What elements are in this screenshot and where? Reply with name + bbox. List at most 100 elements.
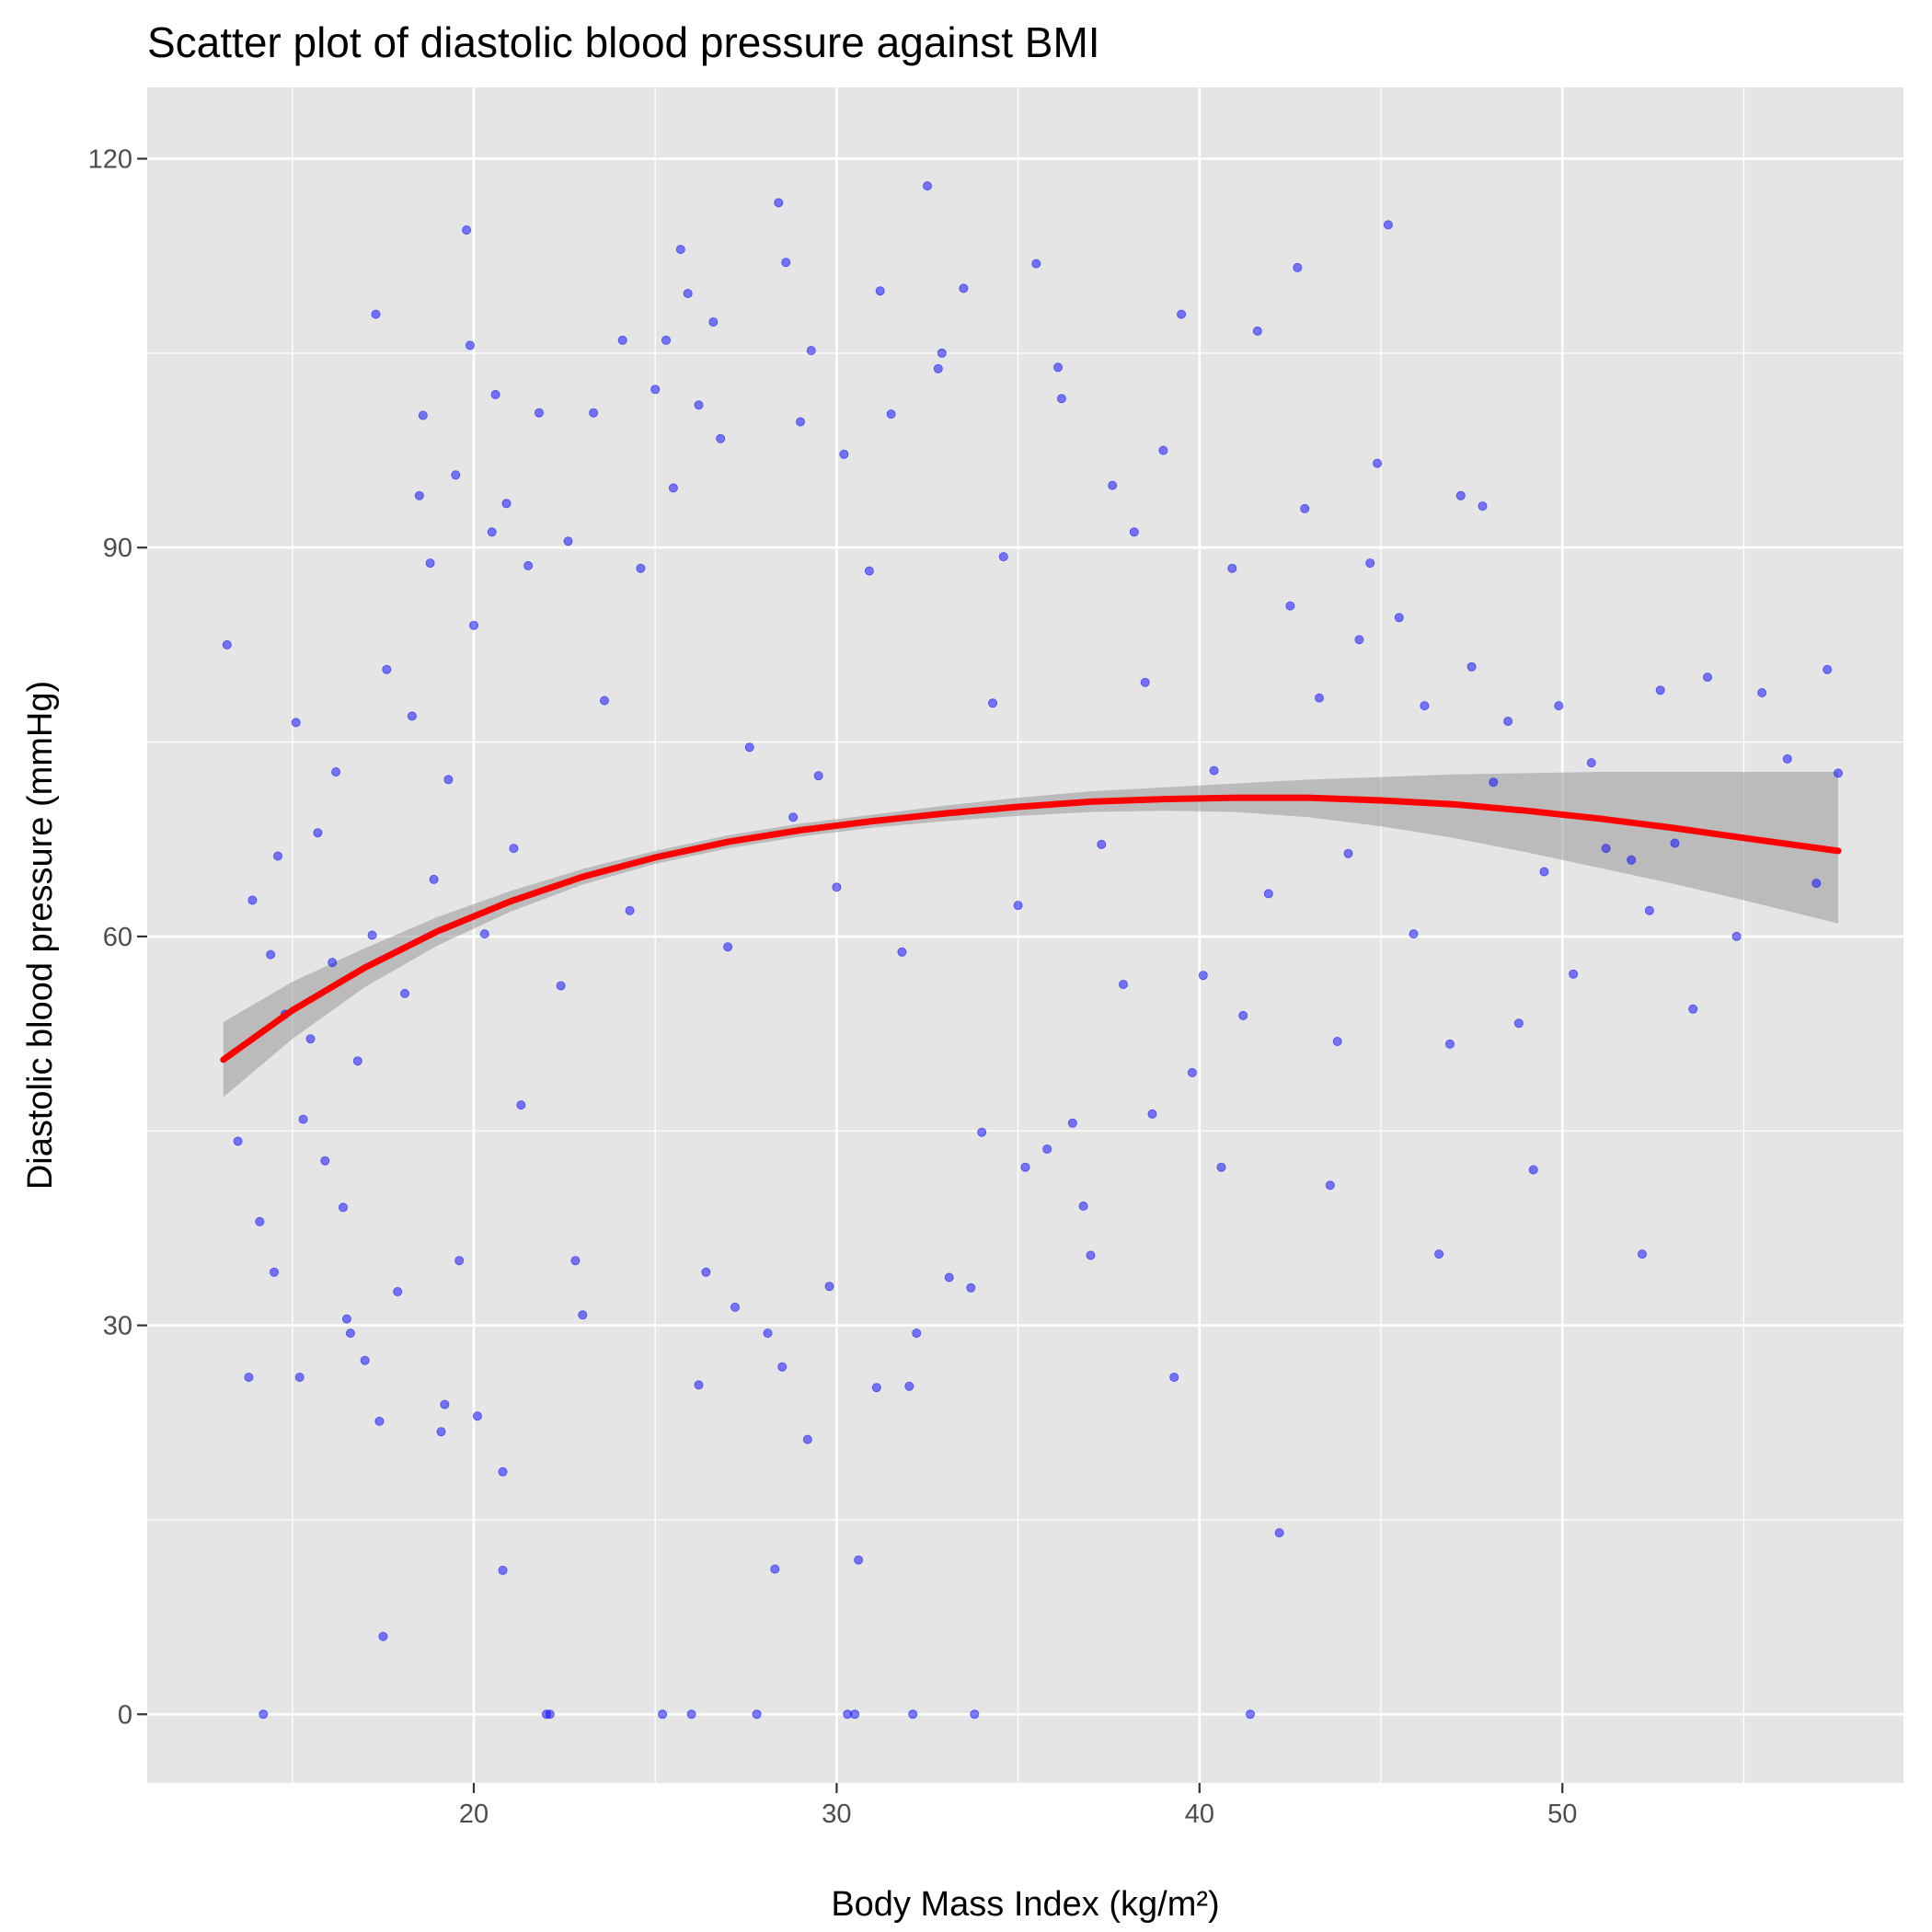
scatter-point	[472, 1411, 482, 1421]
scatter-point	[824, 1282, 834, 1292]
scatter-point	[796, 417, 806, 427]
scatter-point	[1129, 527, 1139, 537]
scatter-point	[429, 874, 439, 884]
scatter-point	[1601, 844, 1611, 854]
scatter-point	[1177, 309, 1187, 319]
scatter-point	[1293, 262, 1303, 272]
minor-grid	[147, 87, 1903, 1783]
scatter-point	[1053, 362, 1064, 373]
scatter-point	[1119, 980, 1129, 990]
scatter-point	[313, 828, 323, 838]
scatter-point	[1466, 661, 1477, 672]
scatter-point	[291, 718, 301, 728]
scatter-point	[535, 408, 545, 418]
scatter-point	[222, 639, 232, 650]
scatter-point	[269, 1267, 279, 1277]
scatter-point	[374, 1416, 385, 1426]
scatter-point	[1834, 768, 1844, 778]
scatter-point	[233, 1136, 243, 1146]
scatter-point	[1285, 601, 1295, 611]
scatter-point	[509, 844, 519, 854]
scatter-point	[556, 981, 566, 991]
scatter-point	[944, 1272, 954, 1282]
scatter-point	[1489, 777, 1499, 788]
scatter-point	[259, 1709, 269, 1719]
scatter-point	[425, 558, 435, 569]
scatter-point	[1252, 326, 1262, 336]
scatter-point	[933, 363, 943, 374]
scatter-point	[1569, 969, 1579, 979]
scatter-point	[1688, 1004, 1698, 1014]
scatter-point	[600, 696, 610, 706]
scatter-point	[1067, 1118, 1077, 1128]
scatter-point	[272, 851, 282, 861]
scatter-point	[1409, 929, 1419, 939]
scatter-point	[1434, 1249, 1444, 1259]
scatter-point	[770, 1564, 780, 1574]
scatter-point	[1373, 458, 1383, 468]
scatter-points	[222, 181, 1844, 1719]
scatter-point	[839, 449, 849, 459]
x-tick-label: 30	[822, 1800, 851, 1829]
x-axis-title: Body Mass Index (kg/m²)	[831, 1885, 1219, 1924]
scatter-point	[367, 930, 377, 940]
scatter-point	[1586, 758, 1596, 768]
scatter-point	[462, 224, 472, 235]
scatter-point	[912, 1328, 922, 1339]
scatter-point	[468, 620, 478, 630]
scatter-point	[320, 1156, 330, 1166]
y-axis: 0 30 60 90 120	[88, 144, 147, 1730]
x-axis: 20 30 40 50	[459, 1783, 1577, 1829]
scatter-point	[694, 400, 704, 410]
scatter-point	[1042, 1144, 1052, 1155]
scatter-point	[1325, 1180, 1335, 1190]
scatter-point	[490, 389, 500, 399]
scatter-point	[360, 1355, 370, 1365]
y-tick-label: 90	[103, 534, 132, 563]
scatter-point	[378, 1631, 388, 1641]
scatter-point	[1394, 613, 1404, 623]
scatter-point	[701, 1267, 711, 1277]
scatter-point	[1332, 1037, 1342, 1047]
scatter-point	[1731, 931, 1742, 941]
scatter-point	[1108, 480, 1118, 490]
scatter-point	[904, 1381, 914, 1391]
scatter-point	[675, 245, 685, 255]
scatter-point	[1782, 753, 1792, 764]
scatter-point	[777, 1362, 788, 1372]
scatter-point	[563, 536, 573, 546]
scatter-point	[658, 1709, 668, 1719]
smooth-trend-line	[220, 794, 1842, 1064]
scatter-point	[341, 1314, 351, 1324]
scatter-point	[498, 1565, 508, 1575]
scatter-point	[636, 563, 646, 573]
scatter-point	[1627, 855, 1637, 865]
scatter-point	[683, 288, 693, 298]
scatter-point	[1216, 1162, 1226, 1172]
scatter-point	[650, 385, 661, 395]
scatter-point	[897, 947, 907, 957]
scatter-point	[1478, 501, 1488, 512]
scatter-point	[1209, 765, 1219, 776]
scatter-point	[864, 566, 874, 576]
scatter-point	[255, 1216, 265, 1226]
x-tick-label: 20	[459, 1800, 489, 1829]
scatter-point	[247, 895, 258, 905]
scatter-point	[1140, 677, 1150, 687]
scatter-point	[1169, 1373, 1179, 1383]
scatter-point	[331, 767, 341, 777]
scatter-point	[298, 1114, 308, 1124]
scatter-point	[451, 470, 461, 480]
scatter-point	[668, 483, 678, 493]
scatter-point	[1383, 220, 1393, 230]
y-tick-label: 120	[88, 144, 132, 174]
scatter-point	[1300, 503, 1310, 513]
scatter-point	[393, 1287, 403, 1297]
scatter-point	[523, 560, 534, 570]
scatter-point	[454, 1256, 465, 1266]
scatter-point	[1757, 688, 1767, 698]
scatter-point	[545, 1709, 555, 1719]
y-axis-title: Diastolic blood pressure (mmHg)	[21, 681, 60, 1190]
scatter-point	[854, 1555, 864, 1565]
